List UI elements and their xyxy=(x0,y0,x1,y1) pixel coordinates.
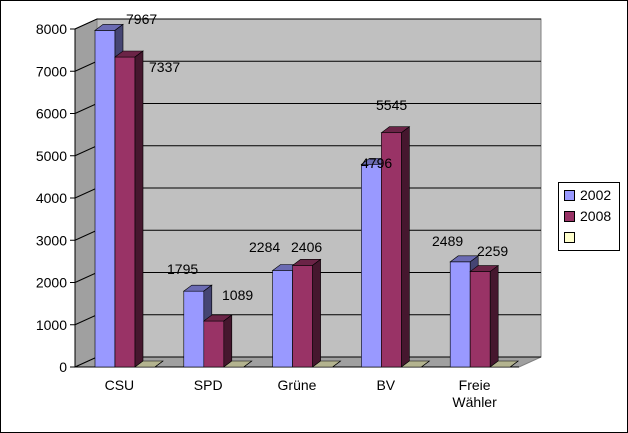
x-tick-label: Freie xyxy=(459,377,491,393)
bar-2008-0-side xyxy=(134,50,144,368)
bar-2002-3 xyxy=(361,164,382,368)
legend: 2002 2008 xyxy=(558,182,620,251)
bar-2008-4 xyxy=(469,271,491,368)
bar-2008-4-side xyxy=(489,264,499,368)
bar-2008-0 xyxy=(114,56,136,368)
y-tick-label: 2000 xyxy=(36,275,67,291)
bar-2002-1 xyxy=(183,290,205,368)
legend-swatch-unnamed xyxy=(564,231,575,243)
y-tick-label: 5000 xyxy=(36,148,67,164)
data-label: 4796 xyxy=(361,155,392,171)
legend-swatch-2008 xyxy=(564,210,575,222)
y-tick-label: 8000 xyxy=(36,21,67,37)
data-label: 2489 xyxy=(432,233,463,249)
bar-2002-4 xyxy=(449,261,471,368)
legend-swatch-2002 xyxy=(564,189,575,201)
x-tick-label: Wähler xyxy=(452,394,497,410)
y-tick-label: 3000 xyxy=(36,232,67,248)
bar-series3-4-side xyxy=(510,360,519,368)
legend-item-unnamed xyxy=(564,229,580,245)
legend-item-2008: 2008 xyxy=(564,208,611,224)
x-tick-label: SPD xyxy=(194,377,223,393)
bar-series3-2-side xyxy=(332,360,341,368)
x-tick-label: CSU xyxy=(105,377,135,393)
y-tick-label: 7000 xyxy=(36,63,67,79)
data-label: 7337 xyxy=(149,59,180,75)
gridline xyxy=(74,18,541,30)
data-label: 7967 xyxy=(126,11,157,27)
legend-item-2002: 2002 xyxy=(564,187,611,203)
bar-2008-1-side xyxy=(223,314,233,368)
data-label: 5545 xyxy=(376,97,407,113)
bar-series3-0-side xyxy=(154,360,164,368)
y-tick-label: 6000 xyxy=(36,106,67,122)
bar-2008-3-side xyxy=(401,126,410,368)
bar-2002-2 xyxy=(272,270,293,368)
data-label: 2284 xyxy=(249,239,280,255)
bar-series3-1-side xyxy=(243,360,252,368)
y-tick-label: 1000 xyxy=(36,317,67,333)
data-label: 1089 xyxy=(222,287,253,303)
x-tick-label: Grüne xyxy=(278,377,317,393)
y-tick-label: 4000 xyxy=(36,190,67,206)
data-label: 1795 xyxy=(167,261,198,277)
legend-label-2008: 2008 xyxy=(580,208,612,224)
bar-2008-1 xyxy=(203,320,225,368)
bar-2002-0 xyxy=(94,30,116,368)
data-label: 2259 xyxy=(477,243,508,259)
legend-label-2002: 2002 xyxy=(580,187,612,203)
bar-2008-2-side xyxy=(312,258,321,368)
bar-series3-3-side xyxy=(421,360,430,368)
data-label: 2406 xyxy=(291,239,322,255)
y-tick-label: 0 xyxy=(59,359,67,375)
bar-2008-2 xyxy=(292,265,313,368)
x-tick-label: BV xyxy=(376,377,395,393)
